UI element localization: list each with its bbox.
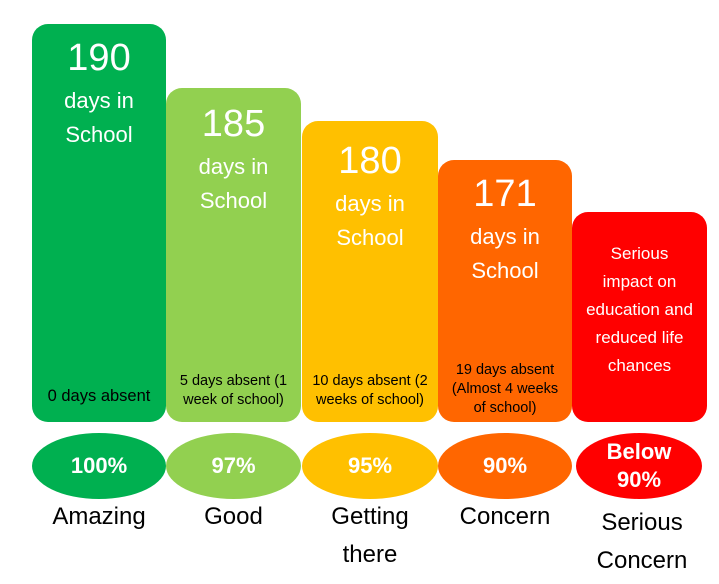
bar-days-value: 185 — [201, 103, 266, 145]
percent-pill-serious-concern: Below 90% — [576, 433, 702, 499]
bar-amazing: 190 days in School 0 days absent — [32, 24, 166, 422]
bar-absent-label: 10 days absent (2 weeks of school) — [312, 373, 428, 408]
bar-concern: 171 days in School 19 days absent (Almos… — [438, 160, 572, 422]
percent-pill-amazing: 100% — [32, 433, 166, 499]
bar-absent-label: 19 days absent (Almost 4 weeks of school… — [451, 362, 559, 416]
category-label-serious-concern: Serious Concern — [596, 509, 688, 574]
percent-pill-concern: 90% — [438, 433, 572, 499]
bar-days-text: days in — [335, 190, 405, 216]
percent-pill-getting-there: 95% — [302, 433, 438, 499]
bar-absent-label: 0 days absent — [47, 387, 151, 405]
bar-days-text: days in — [470, 223, 540, 249]
bar-good: 185 days in School 5 days absent (1 week… — [166, 88, 301, 422]
bar-impact-text: Serious impact on education and reduced … — [586, 244, 693, 375]
category-label-good: Good — [204, 503, 263, 530]
bar-days-text: days in — [198, 153, 269, 179]
category-label-getting-there: Getting there — [331, 503, 409, 568]
bar-school-text: School — [471, 257, 539, 283]
bar-days-text: days in — [64, 87, 134, 113]
percent-pill-good: 97% — [166, 433, 301, 499]
bar-getting-there: 180 days in School 10 days absent (2 wee… — [302, 121, 438, 422]
bar-days-value: 171 — [473, 173, 537, 215]
bar-school-text: School — [199, 187, 268, 213]
category-label-concern: Concern — [459, 503, 551, 530]
bar-days-value: 190 — [67, 37, 131, 79]
bar-school-text: School — [336, 224, 404, 250]
bar-serious-concern: Serious impact on education and reduced … — [572, 212, 707, 422]
bar-school-text: School — [65, 121, 133, 147]
bar-days-value: 180 — [338, 140, 402, 182]
bar-absent-label: 5 days absent (1 week of school) — [179, 373, 288, 408]
category-label-amazing: Amazing — [52, 503, 146, 530]
